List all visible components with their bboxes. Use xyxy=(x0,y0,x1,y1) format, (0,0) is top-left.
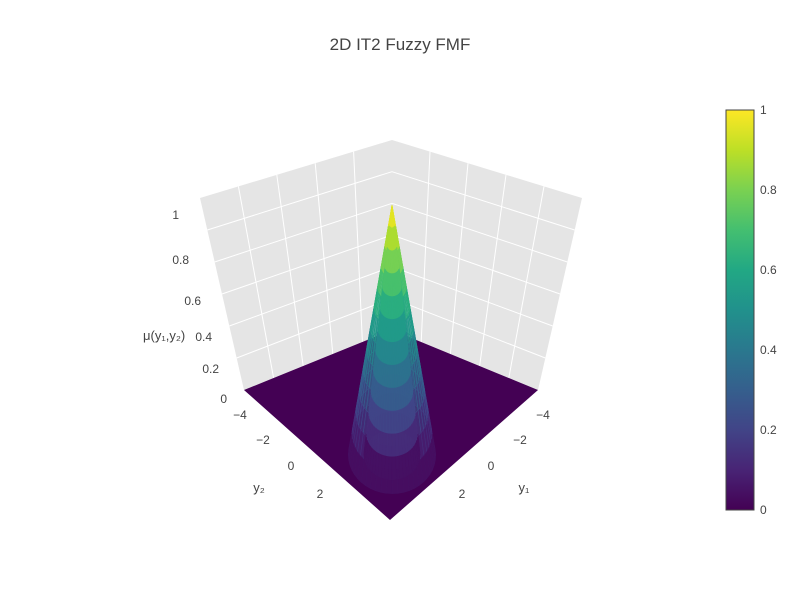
y2-tick-label: −2 xyxy=(256,433,270,447)
back-wall-right xyxy=(392,140,582,390)
y2-axis-ticks: −4 −2 0 2 xyxy=(233,408,324,501)
surface-layer xyxy=(348,204,436,494)
wall-grid xyxy=(207,151,575,379)
y1-tick-label: −2 xyxy=(513,433,527,447)
y2-tick-label: −4 xyxy=(233,408,247,422)
y2-tick-label: 2 xyxy=(317,487,324,501)
z-tick-label: 0.6 xyxy=(184,294,201,308)
y1-axis-title: y₁ xyxy=(519,480,531,495)
y2-axis-title: y₂ xyxy=(253,480,265,495)
z-axis-title: μ(y₁,y₂) xyxy=(143,328,185,343)
y1-tick-label: 0 xyxy=(488,459,495,473)
y2-tick-label: 0 xyxy=(288,459,295,473)
y1-axis-ticks: −4 −2 0 2 xyxy=(459,408,551,501)
y1-tick-label: 2 xyxy=(459,487,466,501)
y1-tick-label: −4 xyxy=(536,408,550,422)
colorbar-tick-label: 1 xyxy=(760,103,767,117)
chart-title: 2D IT2 Fuzzy FMF xyxy=(330,35,471,54)
back-wall-left xyxy=(200,140,392,390)
z-axis-ticks: 0 0.2 0.4 0.6 0.8 1 xyxy=(172,208,227,406)
z-tick-label: 0.2 xyxy=(202,362,219,376)
colorbar-ticks: 0 0.2 0.4 0.6 0.8 1 xyxy=(760,103,777,517)
z-tick-label: 0.4 xyxy=(195,330,212,344)
z-tick-label: 0.8 xyxy=(172,253,189,267)
colorbar-tick-label: 0.2 xyxy=(760,423,777,437)
colorbar-tick-label: 0.4 xyxy=(760,343,777,357)
z-tick-label: 1 xyxy=(172,208,179,222)
colorbar xyxy=(725,109,755,511)
surface-lower xyxy=(363,204,421,481)
colorbar-tick-label: 0.6 xyxy=(760,263,777,277)
z-tick-label: 0 xyxy=(220,392,227,406)
colorbar-tick-label: 0.8 xyxy=(760,183,777,197)
colorbar-tick-label: 0 xyxy=(760,503,767,517)
